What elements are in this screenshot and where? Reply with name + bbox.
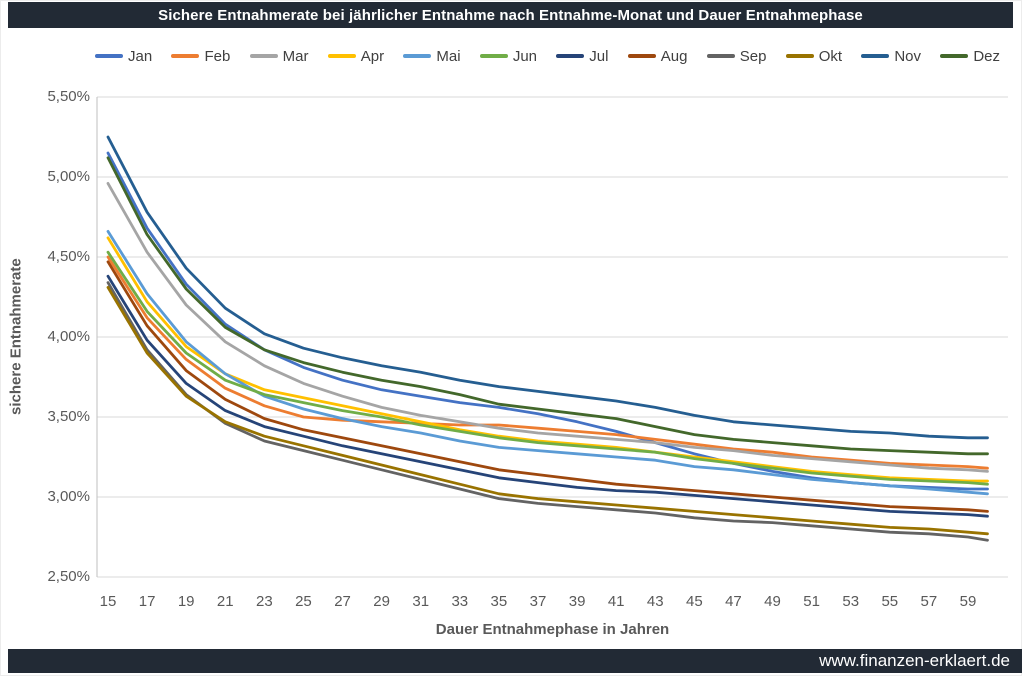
- legend-label: Jun: [512, 47, 537, 65]
- legend-label: Aug: [660, 47, 688, 65]
- x-axis-title: Dauer Entnahmephase in Jahren: [435, 621, 670, 638]
- legend-item-jun: Jun: [479, 47, 537, 65]
- series-line-aug: [106, 260, 989, 513]
- gridlines: [97, 96, 1008, 578]
- x-tick-label: 17: [138, 593, 156, 610]
- legend-label: Dez: [973, 47, 1000, 65]
- legend-item-dez: Dez: [940, 48, 1000, 65]
- legend-swatch-aug: [627, 54, 656, 58]
- legend-item-mai: Mai: [403, 47, 461, 65]
- footer-site-link[interactable]: www.finanzen-erklaert.de: [819, 651, 1010, 670]
- legend-swatch-jul: [556, 54, 585, 58]
- legend-swatch-jan: [95, 54, 123, 58]
- legend-label: Okt: [818, 47, 843, 65]
- legend-item-jan: Jan: [95, 48, 152, 65]
- legend-swatch-nov: [861, 54, 890, 58]
- legend-label: Mai: [436, 47, 461, 65]
- y-tick-label: 3,50%: [47, 408, 90, 425]
- series-line-sep: [106, 281, 989, 542]
- series-line-feb: [106, 255, 989, 470]
- legend-swatch-feb: [171, 54, 200, 58]
- x-tick-label: 57: [920, 593, 938, 610]
- x-tick-label: 23: [256, 593, 273, 610]
- legend-item-nov: Nov: [861, 48, 921, 65]
- legend-item-jul: Jul: [556, 48, 608, 65]
- legend-item-aug: Aug: [627, 47, 688, 65]
- x-tick-label: 43: [646, 593, 664, 610]
- x-tick-label: 21: [216, 593, 234, 610]
- legend-swatch-jun: [479, 54, 508, 58]
- series-line-jan: [106, 151, 989, 491]
- chart-title-bar: Sichere Entnahmerate bei jährlicher Entn…: [8, 2, 1013, 28]
- chart-legend: Jan Feb Mar Apr Mai Jun Jul Aug Sep Okt Nov Dez: [95, 45, 1000, 67]
- legend-item-sep: Sep: [706, 47, 767, 65]
- y-tick-label: 3,00%: [47, 488, 90, 505]
- x-tick-label: 51: [803, 593, 820, 610]
- series-line-jun: [106, 250, 989, 486]
- legend-label: Apr: [360, 47, 385, 65]
- legend-label: Feb: [204, 47, 231, 65]
- legend-swatch-sep: [706, 54, 735, 58]
- legend-swatch-okt: [785, 54, 814, 58]
- x-tick-label: 33: [451, 593, 469, 610]
- legend-label: Mar: [282, 47, 309, 65]
- series-line-mai: [106, 229, 989, 496]
- series-line-apr: [106, 236, 989, 483]
- x-tick-label: 59: [959, 593, 977, 610]
- x-tick-label: 15: [99, 593, 117, 610]
- legend-swatch-mar: [249, 54, 278, 58]
- series-line-dez: [106, 156, 989, 456]
- legend-swatch-dez: [940, 54, 969, 58]
- x-tick-label: 35: [490, 593, 508, 610]
- x-tick-label: 27: [334, 593, 351, 610]
- x-tick-label: 41: [607, 593, 625, 610]
- y-tick-label: 5,00%: [47, 168, 90, 185]
- y-axis-title: sichere Entnahmerate: [7, 258, 25, 416]
- series-line-mar: [106, 181, 989, 473]
- y-tick-label: 4,50%: [47, 248, 90, 265]
- x-tick-label: 37: [529, 593, 547, 610]
- legend-item-mar: Mar: [249, 47, 309, 65]
- x-tick-label: 31: [412, 593, 430, 610]
- x-tick-label: 45: [686, 593, 703, 610]
- y-tick-label: 2,50%: [47, 568, 90, 585]
- x-tick-label: 49: [764, 593, 781, 610]
- x-tick-label: 19: [177, 593, 195, 610]
- x-tick-label: 29: [373, 593, 390, 610]
- legend-item-feb: Feb: [171, 48, 230, 65]
- legend-item-okt: Okt: [785, 47, 843, 65]
- y-tick-label: 4,00%: [47, 328, 90, 345]
- chart-title: Sichere Entnahmerate bei jährlicher Entn…: [158, 6, 863, 24]
- x-tick-label: 39: [568, 593, 586, 610]
- x-tick-label: 55: [881, 593, 899, 610]
- legend-label: Jul: [589, 47, 609, 65]
- series-line-nov: [106, 135, 989, 440]
- footer-bar: www.finanzen-erklaert.de: [8, 649, 1022, 673]
- legend-swatch-mai: [403, 54, 432, 58]
- legend-label: Nov: [894, 47, 922, 65]
- legend-label: Sep: [739, 47, 767, 65]
- x-tick-label: 25: [295, 593, 312, 610]
- x-tick-label: 47: [725, 593, 742, 610]
- series-line-okt: [106, 285, 989, 536]
- x-tick-label: 53: [842, 593, 860, 610]
- legend-label: Jan: [128, 47, 153, 65]
- legend-swatch-apr: [327, 54, 356, 58]
- y-tick-label: 5,50%: [47, 88, 90, 105]
- legend-item-apr: Apr: [327, 47, 385, 65]
- series-line-jul: [106, 274, 989, 518]
